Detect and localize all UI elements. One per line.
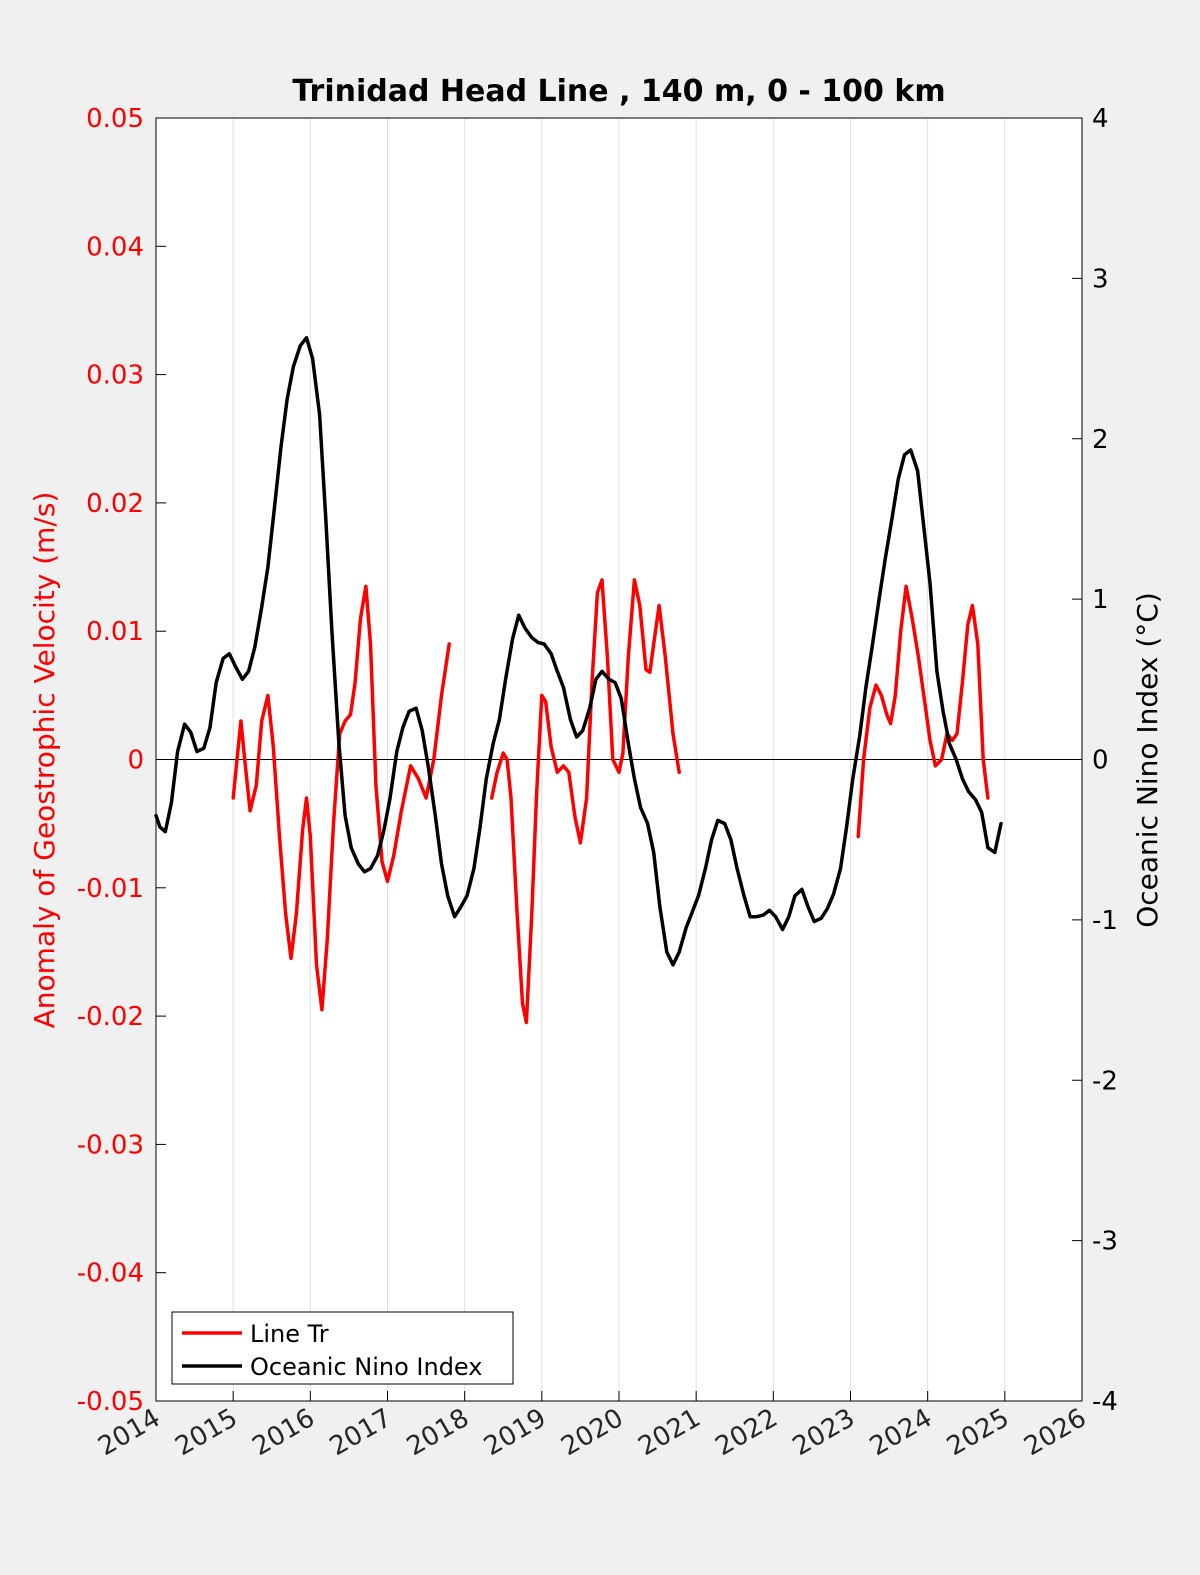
x-tick-label-2022: 2022 (711, 1403, 783, 1462)
x-tick-label-2016: 2016 (248, 1403, 320, 1462)
x-tick-label-2020: 2020 (556, 1403, 628, 1462)
y-left-tick-label-0.01: 0.01 (86, 617, 144, 647)
y-left-tick-label-0.04: 0.04 (86, 232, 144, 262)
y-right-tick-label-4: 4 (1092, 104, 1109, 134)
y-right-axis: -4 -3 -2 -1 0 1 2 3 4 (1072, 104, 1118, 1417)
y-right-tick-label-3: 3 (1092, 264, 1109, 294)
y-left-label: Anomaly of Geostrophic Velocity (m/s) (28, 492, 61, 1029)
chart-title: Trinidad Head Line , 140 m, 0 - 100 km (292, 74, 945, 109)
y-left-tick-label-0.03: 0.03 (86, 361, 144, 391)
y-left-tick-label--0.05: -0.05 (77, 1387, 144, 1417)
x-tick-label-2015: 2015 (170, 1403, 242, 1462)
y-left-tick-label--0.01: -0.01 (77, 874, 144, 904)
series-line-0-segment-0 (231, 584, 451, 1012)
x-tick-label-2021: 2021 (633, 1403, 705, 1462)
y-right-tick-label-0: 0 (1092, 746, 1109, 776)
x-axis: 2014 2015 2016 2017 2018 2019 2020 2021 2022 2023… (93, 1391, 1092, 1462)
y-right-tick-label--4: -4 (1092, 1387, 1118, 1417)
legend-label-line-tr: Line Tr (250, 1320, 329, 1348)
x-tick-label-2026: 2026 (1019, 1403, 1091, 1462)
x-tick-label-2024: 2024 (865, 1403, 937, 1462)
legend-box (171, 1311, 514, 1385)
y-left-tick-label-0.05: 0.05 (86, 104, 144, 134)
x-tick-label-2025: 2025 (942, 1403, 1014, 1462)
y-left-tick-label--0.04: -0.04 (77, 1259, 144, 1289)
y-right-tick-label-1: 1 (1092, 585, 1109, 615)
y-right-label: Oceanic Nino Index (°C) (1131, 592, 1164, 928)
series-layer (154, 335, 1003, 1025)
y-left-tick-label-0.02: 0.02 (86, 489, 144, 519)
y-left-axis: -0.05 -0.04 -0.03 -0.02 -0.01 0 0.01 0.02 0.03 0.… (77, 104, 166, 1417)
series-line-0-segment-1 (489, 578, 681, 1025)
y-right-tick-label--2: -2 (1092, 1066, 1118, 1096)
x-tick-label-2023: 2023 (788, 1403, 860, 1462)
series-line-1-segment-0 (154, 335, 1003, 967)
legend-label-oni: Oceanic Nino Index (250, 1353, 482, 1381)
y-right-tick-label-2: 2 (1092, 425, 1109, 455)
y-left-tick-label-0: 0 (127, 746, 144, 776)
x-tick-label-2017: 2017 (325, 1403, 397, 1462)
y-left-tick-label--0.02: -0.02 (77, 1002, 144, 1032)
x-tick-label-2019: 2019 (479, 1403, 551, 1462)
y-left-tick-label--0.03: -0.03 (77, 1130, 144, 1160)
x-tick-label-2018: 2018 (402, 1403, 474, 1462)
y-right-tick-label--1: -1 (1092, 906, 1118, 936)
y-right-tick-label--3: -3 (1092, 1227, 1118, 1257)
legend: Line Tr Oceanic Nino Index (171, 1311, 514, 1385)
series-line-0-segment-2 (856, 584, 990, 839)
